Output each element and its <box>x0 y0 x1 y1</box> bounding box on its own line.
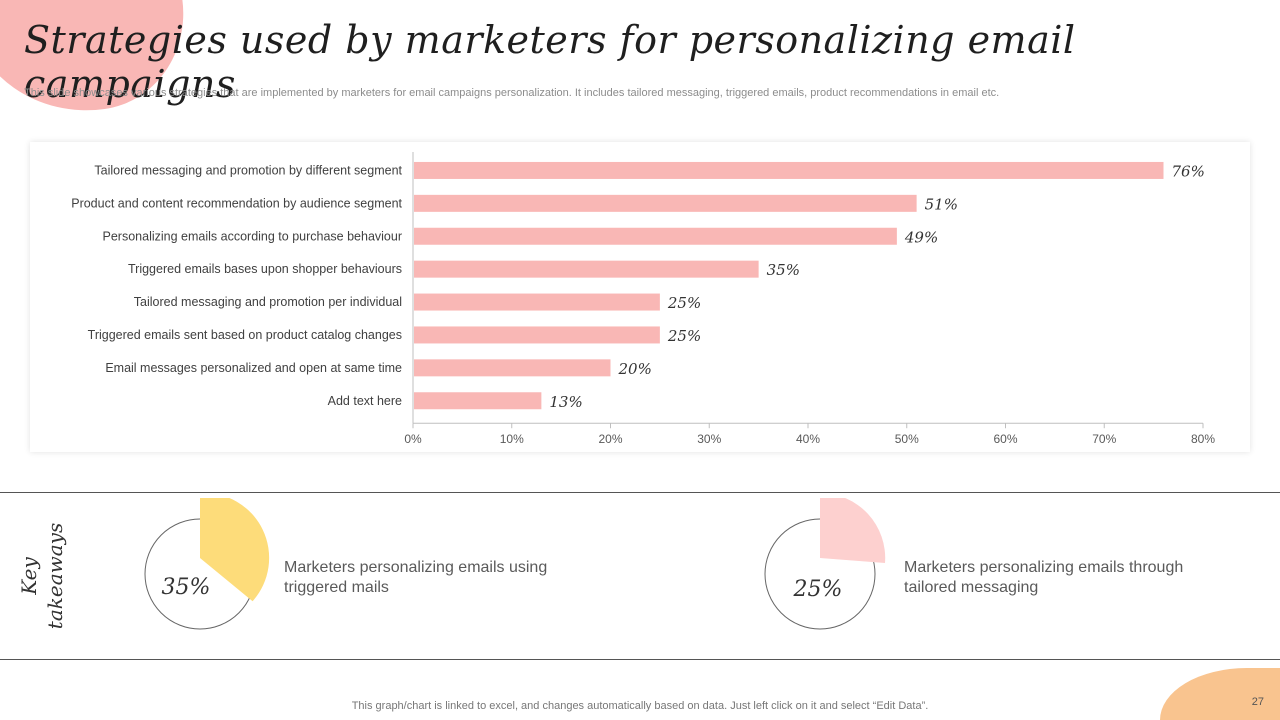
bar[interactable] <box>414 326 660 344</box>
bar-value-label: 76% <box>1172 162 1205 180</box>
takeaway-pie-2-slice <box>820 498 886 563</box>
y-category-label: Add text here <box>328 394 402 408</box>
bar[interactable] <box>414 194 917 212</box>
y-category-label: Triggered emails bases upon shopper beha… <box>128 262 402 276</box>
slide-subtitle: This slide showcases various strategies … <box>24 87 1000 99</box>
x-tick-label: 60% <box>993 432 1017 446</box>
y-category-label: Triggered emails sent based on product c… <box>88 328 402 342</box>
slide-title: Strategies used by marketers for persona… <box>24 18 1076 106</box>
bar[interactable] <box>414 392 542 410</box>
bar-value-label: 20% <box>618 360 652 378</box>
x-tick-label: 0% <box>404 432 422 446</box>
takeaway-text-2: Marketers personalizing emails through t… <box>904 559 1184 596</box>
bar-value-label: 51% <box>925 195 958 213</box>
bar[interactable] <box>414 293 660 311</box>
section-divider-top <box>0 492 1280 493</box>
bar-value-label: 49% <box>904 228 938 246</box>
takeaway-pie-1: 35% <box>144 498 270 630</box>
key-takeaways-heading: Key takeaways <box>14 520 74 632</box>
bar[interactable] <box>414 359 611 377</box>
y-category-label: Product and content recommendation by au… <box>71 196 402 210</box>
takeaway-text-1: Marketers personalizing emails using tri… <box>284 559 548 596</box>
x-tick-label: 50% <box>895 432 919 446</box>
bar-value-label: 25% <box>667 294 701 312</box>
y-category-label: Tailored messaging and promotion by diff… <box>94 163 402 177</box>
takeaway-pie-2-value: 25% <box>793 577 843 602</box>
y-category-label: Email messages personalized and open at … <box>105 361 402 375</box>
bar-value-label: 25% <box>667 327 701 345</box>
takeaway-pie-1-slice <box>200 498 270 602</box>
y-category-label: Personalizing emails according to purcha… <box>103 229 402 243</box>
x-tick-label: 40% <box>796 432 820 446</box>
section-divider-bottom <box>0 659 1280 660</box>
bar[interactable] <box>414 227 897 245</box>
bar[interactable] <box>414 161 1164 179</box>
takeaway-pie-1-value: 35% <box>162 575 211 600</box>
decorative-corner-blob-bottom <box>1160 668 1280 720</box>
x-tick-label: 20% <box>598 432 622 446</box>
key-takeaways-line1: Key <box>17 557 41 596</box>
x-tick-label: 10% <box>500 432 524 446</box>
bar[interactable] <box>414 260 759 278</box>
takeaway-pie-2: 25% <box>764 498 886 630</box>
bar-chart[interactable]: 0% 10% 20% 30% 40% 50% 60% 70% 80% Tailored messa… <box>30 142 1250 452</box>
key-takeaways-line2: takeaways <box>43 523 67 629</box>
x-tick-label: 30% <box>697 432 721 446</box>
footer-note: This graph/chart is linked to excel, and… <box>351 700 929 712</box>
x-tick-label: 70% <box>1092 432 1116 446</box>
bar-value-label: 13% <box>549 393 582 411</box>
x-tick-label: 80% <box>1191 432 1215 446</box>
y-category-label: Tailored messaging and promotion per ind… <box>134 295 402 309</box>
chart-card[interactable]: 0% 10% 20% 30% 40% 50% 60% 70% 80% Tailored messa… <box>30 142 1250 452</box>
bar-value-label: 35% <box>767 261 800 279</box>
page-number: 27 <box>1251 696 1264 708</box>
